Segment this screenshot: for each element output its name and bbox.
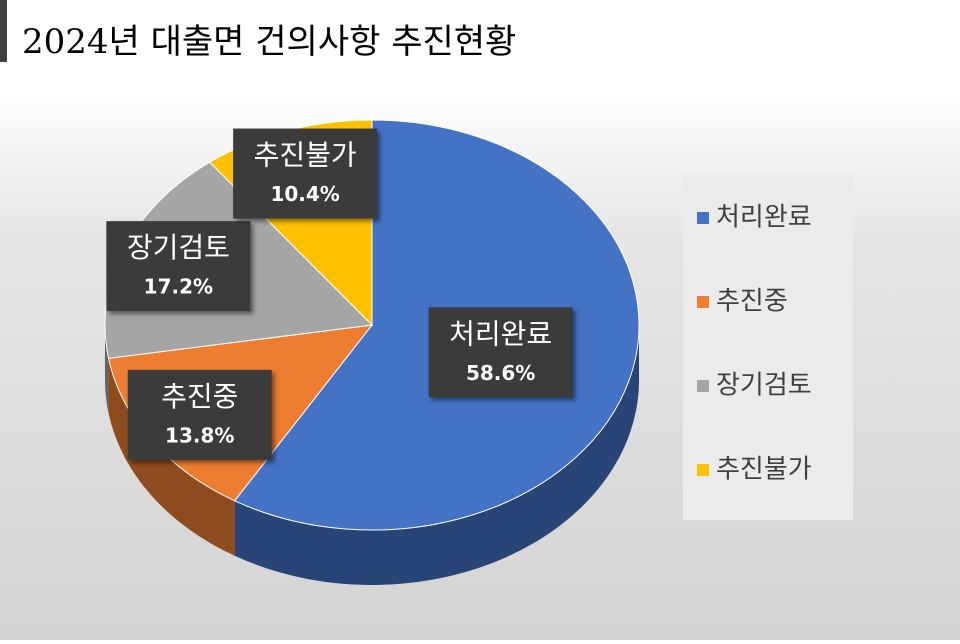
- data-label-value: 13.8%: [165, 423, 234, 447]
- slice-side: [108, 358, 235, 556]
- chart-title: 2024년 대출면 건의사항 추진현황: [22, 22, 516, 62]
- data-labels: 처리완료 58.6% 추진중 13.8% 장기검토 17.2% 추진불가 10.4%: [106, 128, 573, 460]
- legend-marker: [697, 380, 709, 392]
- data-label-value: 58.6%: [466, 361, 535, 385]
- data-label-value: 10.4%: [270, 182, 339, 206]
- legend-label: 추진불가: [716, 455, 812, 485]
- data-label-box: [106, 221, 251, 312]
- title-accent: [0, 0, 7, 62]
- data-label-box: [127, 369, 272, 460]
- data-label-category: 장기검토: [127, 231, 230, 264]
- legend-label: 장기검토: [716, 371, 812, 401]
- legend-marker: [697, 212, 709, 224]
- data-label-category: 추진중: [161, 380, 238, 413]
- data-label-box: [428, 307, 573, 398]
- legend-marker: [697, 464, 709, 476]
- data-label-category: 처리완료: [449, 317, 552, 350]
- slice-side: [105, 325, 109, 414]
- legend-label: 추진중: [716, 287, 788, 317]
- data-label-box: [233, 128, 378, 219]
- data-label-category: 추진불가: [254, 139, 357, 172]
- data-label-value: 17.2%: [144, 275, 213, 299]
- legend-box: [683, 175, 853, 520]
- legend-label: 처리완료: [716, 203, 812, 233]
- slice-side: [234, 325, 639, 585]
- legend-marker: [697, 296, 709, 308]
